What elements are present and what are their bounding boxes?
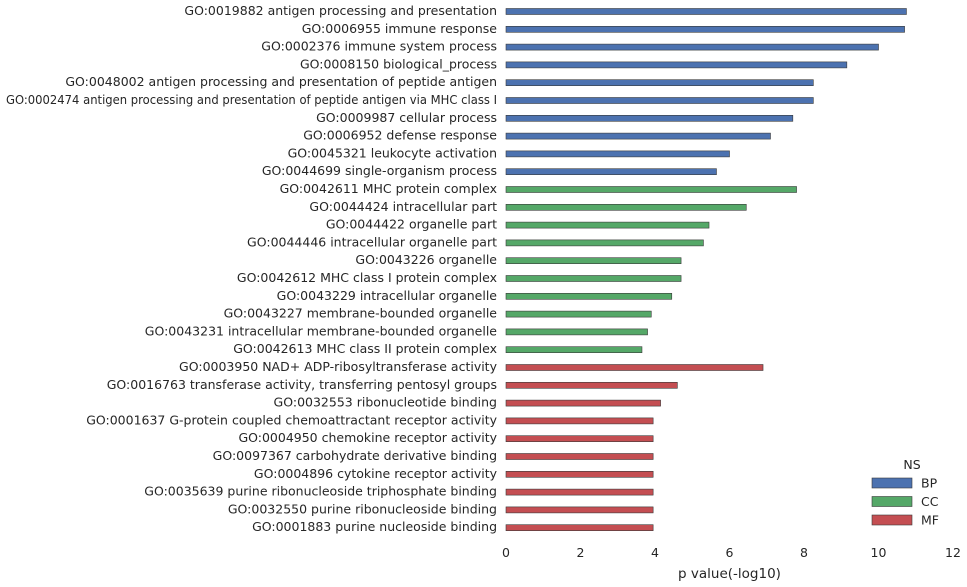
bar-cc [505,292,673,300]
bar-mf [505,506,654,514]
bar-cc [505,275,682,282]
category-label: GO:0097367 carbohydrate derivative bindi… [213,448,497,463]
category-label: GO:0044424 intracellular part [309,199,497,214]
category-label: GO:0043227 membrane-bounded organelle [224,306,498,321]
x-tick-label: 6 [726,545,734,560]
legend-swatch-bp [871,477,913,489]
bar-bp [505,79,814,86]
category-label: GO:0002474 antigen processing and presen… [6,92,497,107]
category-label: GO:0043226 organelle [355,252,497,267]
bar-mf [505,435,654,443]
legend-swatch-mf [871,514,913,526]
bar-mf [505,364,764,371]
x-tick-label: 2 [577,545,585,560]
bar-bp [505,8,907,15]
category-label: GO:0042612 MHC class I protein complex [237,270,497,285]
category-label: GO:0032553 ribonucleotide binding [274,395,497,410]
category-label: GO:0048002 antigen processing and presen… [65,74,497,89]
bar-cc [505,204,747,211]
x-tick-label: 10 [871,545,887,560]
bar-cc [505,239,704,247]
category-label: GO:0042611 MHC protein complex [280,181,497,196]
bar-cc [505,257,682,265]
bar-mf [505,453,654,460]
category-label: GO:0006952 defense response [303,128,497,143]
bars-layer [505,8,907,532]
category-label: GO:0043229 intracellular organelle [277,288,498,303]
category-label: GO:0019882 antigen processing and presen… [184,3,497,18]
category-label: GO:0006955 immune response [302,21,498,36]
bar-cc [505,221,710,229]
category-label: GO:0042613 MHC class II protein complex [233,341,497,356]
bar-cc [505,346,643,354]
legend-swatch-cc [871,496,913,507]
bar-bp [505,168,717,175]
category-label: GO:0035639 purine ribonucleoside triphos… [144,484,497,499]
category-label: GO:0001883 purine nucleoside binding [252,519,497,534]
category-label: GO:0004950 chemokine receptor activity [238,430,497,445]
legend-label-mf: MF [921,513,939,528]
bar-bp [505,97,814,104]
x-tick-label: 4 [651,545,659,560]
category-label: GO:0001637 G-protein coupled chemoattrac… [86,412,497,427]
category-label: GO:0009987 cellular process [316,110,497,125]
category-labels: GO:0019882 antigen processing and presen… [6,3,498,534]
bar-bp [505,61,848,69]
bar-mf [505,417,654,425]
bar-bp [505,150,730,158]
category-label: GO:0032550 purine ribonucleoside binding [228,501,497,516]
x-tick-label: 12 [945,545,961,560]
bar-bp [505,132,771,140]
legend-label-bp: BP [921,476,938,491]
category-label: GO:0008150 biological_process [300,56,497,71]
category-label: GO:0003950 NAD+ ADP-ribosyltransferase a… [179,359,498,374]
bar-cc [505,186,797,193]
category-label: GO:0045321 leukocyte activation [288,145,497,160]
bar-bp [505,25,905,33]
bar-mf [505,524,654,532]
x-axis: 0 2 4 6 8 10 12 [502,545,961,560]
bar-mf [505,399,661,407]
category-label: GO:0044422 organelle part [326,217,497,232]
x-tick-label: 8 [800,545,808,560]
bar-mf [505,488,654,496]
bar-bp [505,115,794,122]
x-axis-title: p value(-log10) [678,566,781,582]
legend-title: NS [903,457,920,472]
bar-cc [505,310,652,318]
bar-cc [505,328,648,336]
legend-label-cc: CC [921,494,939,509]
category-label: GO:0016763 transferase activity, transfe… [107,377,497,392]
category-label: GO:0044699 single-organism process [262,163,497,178]
category-label: GO:0043231 intracellular membrane-bounde… [145,323,498,338]
legend: NS BP CC MF [871,457,939,528]
x-tick-label: 0 [502,545,510,560]
category-label: GO:0002376 immune system process [261,39,497,54]
bar-bp [505,43,879,51]
bar-mf [505,470,654,478]
bar-mf [505,381,678,389]
category-label: GO:0044446 intracellular organelle part [247,234,497,249]
category-label: GO:0004896 cytokine receptor activity [254,466,498,481]
